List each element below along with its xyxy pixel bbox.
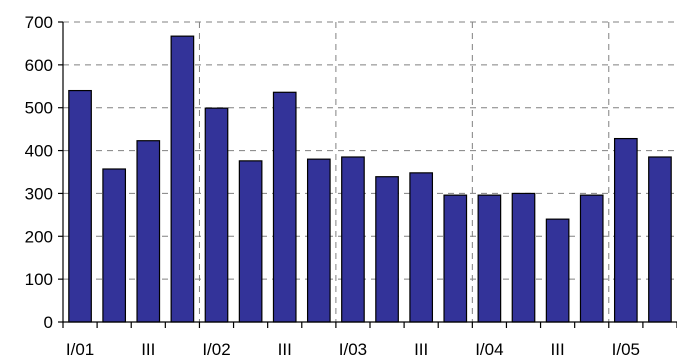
y-tick-label-400: 400	[25, 142, 53, 161]
bar-13	[511, 192, 536, 323]
bar-12	[477, 194, 502, 323]
y-tick-label-700: 700	[25, 13, 53, 32]
x-tick-label-4: I/02	[202, 340, 230, 359]
bar-1	[102, 168, 127, 323]
bar-17	[648, 156, 672, 323]
axes	[58, 21, 677, 328]
x-tick-label-0: I/01	[66, 340, 94, 359]
y-tick-label-100: 100	[25, 270, 53, 289]
bar-9	[375, 176, 399, 323]
x-tick-label-14: III	[551, 340, 565, 359]
bars	[68, 35, 672, 323]
y-tick-label-200: 200	[25, 227, 53, 246]
y-tick-label-0: 0	[44, 313, 53, 332]
x-tick-label-12: I/04	[475, 340, 503, 359]
x-tick-label-10: III	[414, 340, 428, 359]
x-tick-label-16: I/05	[612, 340, 640, 359]
bar-3	[170, 35, 195, 323]
bar-6	[272, 91, 297, 323]
bar-7	[306, 158, 331, 323]
y-tick-label-500: 500	[25, 99, 53, 118]
bar-11	[443, 194, 468, 323]
y-tick-labels: 0 100 200 300 400 500 600 700	[25, 13, 53, 332]
bar-15	[579, 194, 604, 323]
x-tick-labels: I/01 III I/02 III I/03 III I/04 III I/05	[66, 340, 640, 359]
bar-4	[204, 107, 229, 323]
y-tick-label-600: 600	[25, 56, 53, 75]
y-tick-label-300: 300	[25, 184, 53, 203]
bar-0	[68, 89, 92, 323]
grid	[63, 21, 677, 322]
x-tick-label-8: I/03	[339, 340, 367, 359]
x-tick-label-2: III	[141, 340, 155, 359]
bar-16	[613, 137, 638, 323]
bar-14	[545, 218, 570, 323]
bar-8	[341, 156, 365, 323]
x-tick-label-6: III	[278, 340, 292, 359]
bar-10	[409, 172, 434, 323]
bar-2	[136, 140, 161, 323]
bar-5	[238, 160, 263, 323]
